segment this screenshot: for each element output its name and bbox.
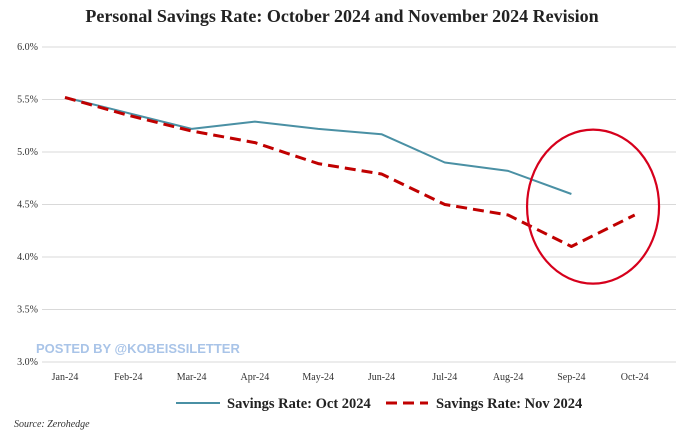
y-tick-label: 5.0% [17, 147, 38, 158]
x-tick-label: Aug-24 [493, 372, 524, 383]
y-tick-label: 4.0% [17, 252, 38, 263]
x-tick-label: Sep-24 [557, 372, 585, 383]
x-tick-label: May-24 [302, 372, 334, 383]
y-tick-label: 5.5% [17, 95, 38, 106]
x-tick-label: Apr-24 [241, 372, 270, 383]
x-tick-label: Oct-24 [621, 372, 649, 383]
x-tick-label: Jul-24 [432, 372, 457, 383]
series [64, 95, 636, 248]
x-tick-label: Jun-24 [368, 372, 395, 383]
series-line-nov-2024 [64, 95, 636, 248]
series-line-oct-2024 [64, 96, 572, 195]
x-tick-label: Feb-24 [114, 372, 142, 383]
grid [42, 46, 676, 363]
y-tick-label: 3.0% [17, 357, 38, 368]
legend: Savings Rate: Oct 2024 Savings Rate: Nov … [176, 396, 582, 412]
x-tick-label: Jan-24 [52, 372, 79, 383]
x-axis: Jan-24 Feb-24 Mar-24 Apr-24 May-24 Jun-24 Jul-… [52, 372, 649, 383]
annotations [525, 128, 661, 285]
y-tick-label: 6.0% [17, 42, 38, 53]
highlight-circle [525, 128, 661, 285]
watermark: POSTED BY @KOBEISSILETTER [36, 341, 240, 356]
legend-label: Savings Rate: Nov 2024 [436, 396, 582, 412]
source-note: Source: Zerohedge [14, 419, 90, 430]
chart-title: Personal Savings Rate: October 2024 and … [85, 6, 598, 26]
y-tick-label: 4.5% [17, 200, 38, 211]
y-axis: 3.0% 3.5% 4.0% 4.5% 5.0% 5.5% 6.0% [17, 42, 38, 368]
y-tick-label: 3.5% [17, 305, 38, 316]
x-tick-label: Mar-24 [177, 372, 207, 383]
legend-label: Savings Rate: Oct 2024 [227, 396, 371, 412]
